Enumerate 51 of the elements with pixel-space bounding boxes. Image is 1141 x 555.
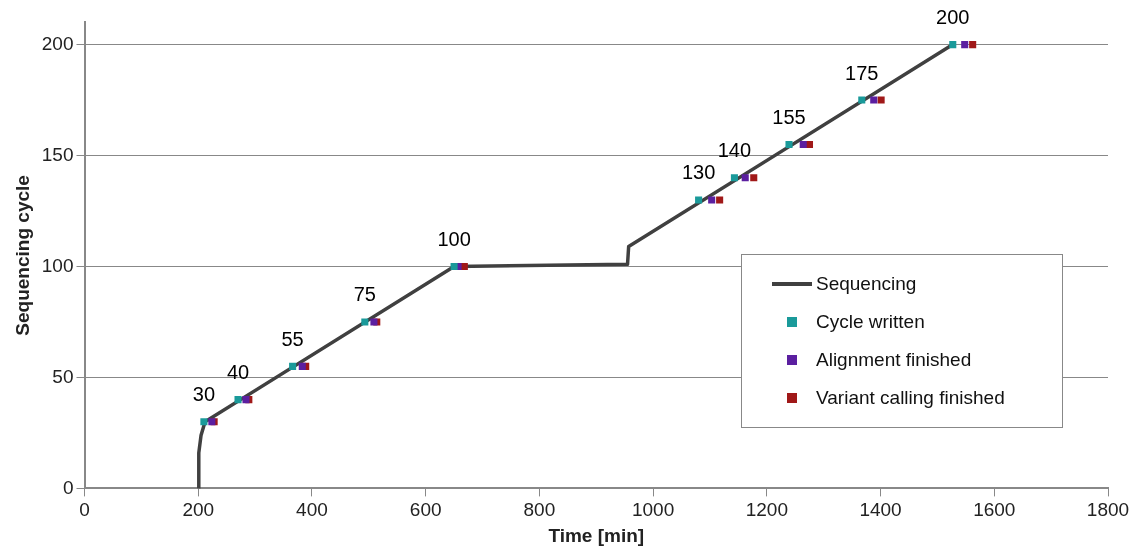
point xyxy=(799,140,807,148)
point xyxy=(200,418,208,426)
point xyxy=(949,41,957,49)
point xyxy=(730,174,738,182)
point xyxy=(877,96,885,104)
point xyxy=(750,174,758,182)
point xyxy=(969,41,977,49)
y-tick-label: 0 xyxy=(62,476,74,498)
x-tick-label: 1000 xyxy=(631,499,675,521)
data-label: 140 xyxy=(717,139,752,162)
x-tick-label: 800 xyxy=(523,499,556,521)
x-tick-label: 400 xyxy=(296,499,328,521)
x-tick-label: 1200 xyxy=(745,499,788,521)
y-tick-label: 50 xyxy=(52,365,74,387)
y-axis-title: Sequencing cycle xyxy=(11,175,33,336)
point xyxy=(716,196,724,204)
point xyxy=(961,41,969,49)
x-tick-label: 1600 xyxy=(973,499,1016,521)
point xyxy=(785,140,793,148)
data-label: 200 xyxy=(936,6,970,29)
x-axis-title: Time [min] xyxy=(548,524,645,546)
x-tick-label: 0 xyxy=(79,499,90,521)
legend-label: Alignment finished xyxy=(816,349,972,371)
x-tick-label: 1800 xyxy=(1086,499,1130,521)
y-tick-label: 150 xyxy=(41,143,74,165)
data-label: 40 xyxy=(226,361,250,384)
legend-label: Sequencing xyxy=(816,273,917,295)
data-label: 55 xyxy=(281,327,304,350)
point xyxy=(695,196,703,204)
data-label: 100 xyxy=(437,228,471,251)
point xyxy=(741,174,749,182)
legend-label: Variant calling finished xyxy=(816,387,1005,409)
data-label: 30 xyxy=(192,383,216,406)
y-tick-label: 100 xyxy=(41,254,74,276)
point xyxy=(450,262,458,271)
data-label: 130 xyxy=(681,161,716,184)
y-tick-label: 200 xyxy=(41,32,74,54)
point xyxy=(361,318,369,326)
point xyxy=(234,396,242,404)
data-label: 75 xyxy=(353,283,376,306)
x-tick-label: 600 xyxy=(409,499,442,521)
point xyxy=(858,96,866,104)
data-label: 155 xyxy=(772,105,806,128)
point xyxy=(289,362,297,370)
data-label: 175 xyxy=(845,61,879,84)
point xyxy=(298,362,306,370)
x-tick-label: 200 xyxy=(182,499,215,521)
point xyxy=(870,96,878,104)
x-tick-label: 1400 xyxy=(859,499,902,521)
point xyxy=(708,196,716,204)
legend-label: Cycle written xyxy=(816,311,925,333)
